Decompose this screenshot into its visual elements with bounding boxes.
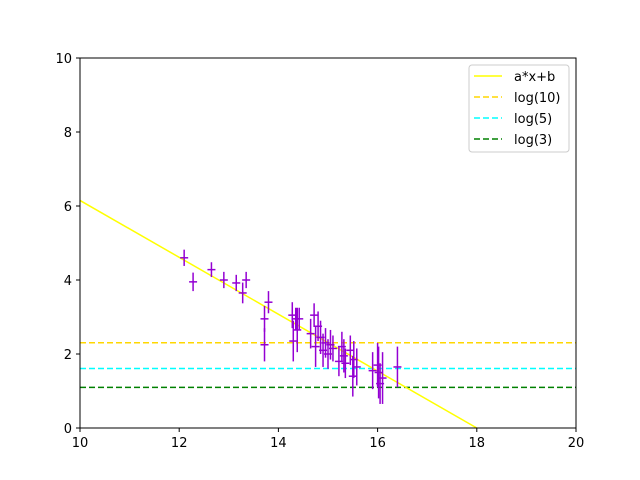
data-point: [328, 335, 337, 362]
data-point: [289, 320, 298, 362]
data-point: [260, 328, 269, 362]
plot-frame: [79, 57, 577, 429]
data-point: [260, 305, 269, 332]
y-tick-label: 6: [64, 200, 72, 215]
y-axis: 0 2 4 6 8 10: [55, 52, 80, 437]
data-point: [393, 346, 402, 388]
x-tick-label: 12: [171, 436, 188, 451]
legend-label: log(5): [514, 112, 552, 127]
data-point: [374, 346, 383, 399]
y-tick-label: 2: [64, 348, 72, 363]
data-point: [207, 262, 216, 278]
legend-entry: a*x+b: [474, 70, 555, 85]
data-point: [238, 282, 247, 304]
legend-label: log(10): [514, 91, 561, 106]
data-point: [348, 355, 357, 397]
y-tick-label: 0: [64, 422, 72, 437]
y-tick-label: 10: [55, 52, 72, 67]
legend-label: a*x+b: [514, 70, 555, 85]
data-point: [232, 274, 241, 292]
x-axis: 10 12 14 16 18 20: [72, 428, 585, 451]
legend-label: log(3): [514, 133, 552, 148]
data-point: [242, 271, 251, 289]
data-point: [378, 352, 387, 404]
data-point: [341, 348, 350, 379]
x-tick-label: 10: [72, 436, 89, 451]
y-tick-label: 8: [64, 126, 72, 141]
data-point: [189, 272, 198, 292]
x-tick-label: 20: [568, 436, 585, 451]
data-point: [368, 352, 377, 390]
data-point: [295, 307, 304, 330]
x-tick-label: 14: [270, 436, 287, 451]
data-point: [288, 302, 297, 329]
data-point: [264, 291, 273, 314]
data-point: [306, 318, 315, 349]
data-point: [311, 326, 320, 367]
legend-entry: log(10): [474, 91, 561, 106]
data-point: [352, 348, 361, 386]
legend-entry: log(5): [474, 112, 552, 127]
y-tick-label: 4: [64, 274, 72, 289]
fit-line: [80, 199, 478, 428]
data-point: [180, 249, 189, 266]
x-tick-label: 18: [469, 436, 486, 451]
legend-box: [468, 64, 570, 153]
x-tick-label: 16: [369, 436, 386, 451]
data-point: [219, 271, 228, 289]
data-point: [310, 303, 319, 327]
data-point: [339, 339, 348, 373]
legend: a*x+b log(10) log(5) log(3): [468, 64, 570, 153]
legend-entry: log(3): [474, 133, 552, 148]
